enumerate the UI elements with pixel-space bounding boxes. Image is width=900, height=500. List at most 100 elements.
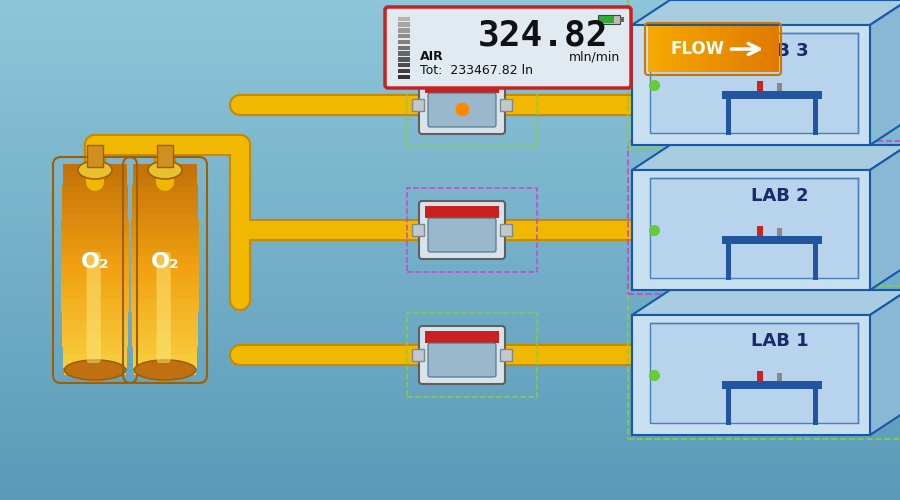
Bar [0, 344, 900, 350]
Bar [668, 26, 675, 72]
Bar [132, 199, 198, 207]
Bar [134, 367, 196, 375]
FancyBboxPatch shape [428, 93, 496, 127]
Bar [628, 286, 900, 439]
Bar [758, 371, 763, 381]
Bar [0, 289, 900, 295]
Bar [0, 424, 900, 430]
Bar [131, 220, 199, 228]
Bar [0, 329, 900, 335]
Bar [61, 311, 129, 319]
Bar [398, 40, 410, 44]
Bar [62, 325, 128, 333]
Bar [61, 227, 129, 235]
Bar [598, 15, 620, 24]
Bar [654, 26, 662, 72]
Bar [765, 26, 772, 72]
Bar [650, 178, 858, 278]
Bar [752, 26, 760, 72]
Bar [132, 346, 197, 354]
Ellipse shape [65, 360, 126, 380]
Bar [680, 26, 688, 72]
Bar [758, 81, 763, 91]
Bar [131, 283, 199, 291]
Bar [0, 19, 900, 25]
Bar [398, 22, 410, 27]
Bar [0, 359, 900, 365]
Bar [814, 99, 818, 135]
Bar [131, 248, 199, 256]
Bar [661, 26, 669, 72]
Bar [723, 236, 823, 244]
Bar [0, 69, 900, 75]
Polygon shape [870, 290, 900, 435]
Text: LAB 3: LAB 3 [751, 42, 808, 60]
Bar [407, 188, 537, 272]
Bar [628, 141, 900, 294]
Bar [694, 26, 701, 72]
Bar [723, 381, 823, 389]
Bar [131, 269, 199, 277]
Bar [0, 434, 900, 440]
Bar [412, 224, 424, 236]
Bar [61, 220, 129, 228]
Polygon shape [632, 0, 900, 25]
Bar [425, 81, 499, 93]
Bar [0, 294, 900, 300]
Bar [62, 318, 129, 326]
Bar [425, 206, 499, 218]
Bar [425, 331, 499, 343]
Bar [0, 339, 900, 345]
Bar [0, 159, 900, 165]
Bar [0, 144, 900, 150]
Ellipse shape [134, 360, 195, 380]
Bar [0, 54, 900, 60]
Bar [131, 262, 199, 270]
Bar [0, 259, 900, 265]
Bar [398, 16, 410, 21]
Bar [759, 26, 766, 72]
Bar [723, 91, 823, 99]
Bar [0, 169, 900, 175]
Bar [131, 297, 199, 305]
FancyBboxPatch shape [419, 201, 505, 259]
Bar [0, 449, 900, 455]
Bar [739, 26, 746, 72]
Bar [0, 14, 900, 20]
Bar [61, 304, 129, 312]
Bar [63, 353, 127, 361]
Bar [0, 419, 900, 425]
Bar [0, 154, 900, 160]
Bar [628, 0, 900, 149]
Bar [398, 68, 410, 73]
Bar [131, 241, 199, 249]
Bar [133, 353, 197, 361]
Polygon shape [870, 0, 900, 145]
Bar [0, 129, 900, 135]
Bar [131, 206, 198, 214]
Bar [0, 114, 900, 120]
Bar [0, 489, 900, 495]
Bar [61, 248, 129, 256]
Bar [0, 139, 900, 145]
Bar [0, 484, 900, 490]
Ellipse shape [78, 161, 112, 179]
FancyBboxPatch shape [157, 252, 171, 363]
Bar [0, 64, 900, 70]
Bar [131, 213, 198, 221]
Bar [700, 26, 707, 72]
Bar [0, 24, 900, 30]
Bar [62, 192, 128, 200]
Bar [0, 274, 900, 280]
Bar [0, 349, 900, 355]
Bar [0, 264, 900, 270]
Bar [61, 269, 129, 277]
Bar [0, 334, 900, 340]
Ellipse shape [148, 161, 182, 179]
Bar [713, 26, 721, 72]
Bar [758, 226, 763, 236]
Polygon shape [632, 145, 900, 170]
Bar [157, 145, 173, 167]
Bar [0, 474, 900, 480]
Bar [0, 49, 900, 55]
